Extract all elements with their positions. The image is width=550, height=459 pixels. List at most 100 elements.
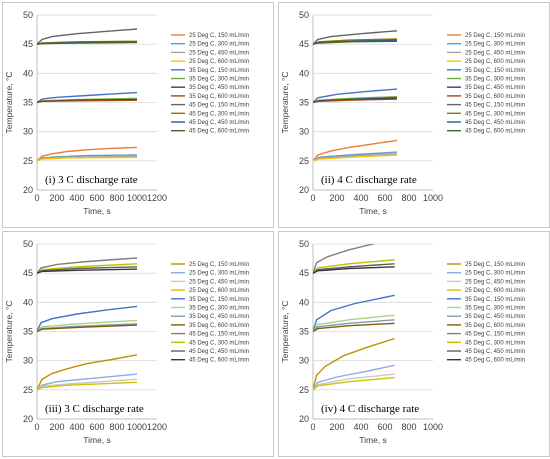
- legend-entry: 25 Deg C, 600 mL/min: [465, 59, 525, 65]
- legend-entry: 35 Deg C, 450 mL/min: [465, 85, 525, 91]
- y-tick-label: 20: [299, 185, 309, 195]
- legend-entry: 45 Deg C, 300 mL/min: [189, 340, 249, 346]
- series-line: [37, 381, 138, 391]
- legend-entry: 35 Deg C, 600 mL/min: [189, 323, 249, 329]
- y-tick-label: 35: [23, 98, 33, 108]
- series-line: [313, 244, 376, 274]
- legend-entry: 45 Deg C, 600 mL/min: [189, 358, 249, 364]
- y-tick-label: 40: [23, 68, 33, 78]
- legend-entry: 25 Deg C, 600 mL/min: [465, 288, 525, 294]
- series-line: [313, 314, 395, 332]
- legend-entry: 25 Deg C, 150 mL/min: [465, 262, 525, 268]
- series-line: [313, 266, 395, 274]
- chart-panel-3c-lower: 20 25 30 35 40 45 50 0 200 400 600 800 1000 1200 Time,…: [2, 231, 274, 457]
- y-tick-label: 35: [23, 327, 33, 337]
- y-tick-label: 30: [299, 127, 309, 137]
- series-line: [37, 156, 138, 162]
- x-tick-label: 400: [69, 193, 84, 203]
- legend-entry: 25 Deg C, 300 mL/min: [465, 271, 525, 277]
- y-tick-label: 40: [299, 297, 309, 307]
- x-axis-label: Time, s: [83, 206, 111, 216]
- series-line: [313, 154, 398, 162]
- legend-entry: 25 Deg C, 150 mL/min: [189, 262, 249, 268]
- series-line: [37, 305, 138, 332]
- y-tick-label: 35: [299, 98, 309, 108]
- y-tick-label: 20: [299, 414, 309, 424]
- legend-entry: 25 Deg C, 450 mL/min: [465, 279, 525, 285]
- x-tick-label: 0: [310, 422, 315, 432]
- legend-entry: 25 Deg C, 150 mL/min: [189, 33, 249, 39]
- y-tick-label: 30: [299, 356, 309, 366]
- y-tick-label: 30: [23, 127, 33, 137]
- y-tick-label: 45: [299, 39, 309, 49]
- x-tick-label: 200: [49, 193, 64, 203]
- y-tick-label: 25: [23, 156, 33, 166]
- y-tick-label: 40: [299, 68, 309, 78]
- y-tick-label: 20: [23, 414, 33, 424]
- legend-entry: 35 Deg C, 300 mL/min: [465, 306, 525, 312]
- y-tick-label: 25: [299, 385, 309, 395]
- x-tick-label: 1200: [147, 422, 167, 432]
- legend-entry: 25 Deg C, 300 mL/min: [465, 42, 525, 48]
- legend-entry: 25 Deg C, 600 mL/min: [189, 59, 249, 65]
- legend-entry: 35 Deg C, 450 mL/min: [189, 314, 249, 320]
- legend-entry: 45 Deg C, 450 mL/min: [465, 120, 525, 126]
- legend-entry: 35 Deg C, 150 mL/min: [465, 68, 525, 74]
- panel-caption: (iii) 3 C discharge rate: [45, 403, 144, 415]
- y-tick-label: 45: [23, 39, 33, 49]
- x-tick-label: 800: [401, 193, 416, 203]
- legend-entry: 25 Deg C, 450 mL/min: [465, 50, 525, 56]
- series-line: [313, 98, 398, 104]
- series-line: [37, 268, 138, 274]
- y-tick-label: 30: [23, 356, 33, 366]
- series-line: [37, 99, 138, 104]
- series-line: [313, 376, 395, 391]
- x-tick-label: 400: [353, 193, 368, 203]
- y-tick-label: 45: [299, 268, 309, 278]
- series-line: [313, 88, 398, 104]
- y-tick-label: 45: [23, 268, 33, 278]
- legend-entry: 35 Deg C, 150 mL/min: [189, 68, 249, 74]
- panel-caption: (iv) 4 C discharge rate: [321, 403, 419, 415]
- y-axis-label: Temperature, °C: [4, 72, 14, 134]
- x-tick-label: 0: [310, 193, 315, 203]
- x-tick-label: 600: [377, 422, 392, 432]
- legend-entry: 45 Deg C, 450 mL/min: [465, 349, 525, 355]
- legend-entry: 25 Deg C, 600 mL/min: [189, 288, 249, 294]
- x-tick-label: 1000: [423, 422, 443, 432]
- y-axis-label: Temperature, °C: [4, 301, 14, 363]
- legend-entry: 35 Deg C, 600 mL/min: [465, 94, 525, 100]
- legend-entry: 45 Deg C, 300 mL/min: [465, 111, 525, 117]
- legend-entry: 45 Deg C, 600 mL/min: [465, 358, 525, 364]
- series-line: [37, 257, 138, 274]
- y-axis-label: Temperature, °C: [280, 301, 290, 363]
- legend-entry: 45 Deg C, 450 mL/min: [189, 120, 249, 126]
- series-line: [37, 354, 138, 391]
- x-tick-label: 1000: [127, 422, 147, 432]
- x-axis-label: Time, s: [359, 435, 387, 445]
- legend-entry: 25 Deg C, 300 mL/min: [189, 271, 249, 277]
- x-tick-label: 400: [69, 422, 84, 432]
- y-tick-label: 20: [23, 185, 33, 195]
- x-tick-label: 1000: [423, 193, 443, 203]
- y-tick-label: 35: [299, 327, 309, 337]
- x-axis-label: Time, s: [359, 206, 387, 216]
- series-line: [313, 337, 395, 390]
- x-tick-label: 200: [49, 422, 64, 432]
- line-chart-svg: 20 25 30 35 40 45 50 0 200 400 600 800 1000 Time, s Te…: [280, 239, 525, 445]
- legend-entry: 25 Deg C, 150 mL/min: [465, 33, 525, 39]
- series-line: [37, 319, 138, 333]
- x-tick-label: 200: [329, 422, 344, 432]
- series-line: [37, 91, 138, 104]
- legend-entry: 25 Deg C, 300 mL/min: [189, 42, 249, 48]
- chart-panel-4c-upper: 20 25 30 35 40 45 50 0 200 400 600 800 1000 Time, s Te…: [278, 2, 550, 228]
- legend-entry: 35 Deg C, 600 mL/min: [189, 94, 249, 100]
- x-tick-label: 600: [89, 193, 104, 203]
- y-tick-label: 50: [299, 10, 309, 20]
- panel-caption: (ii) 4 C discharge rate: [321, 174, 417, 186]
- chart-panel-3c-upper: 20 25 30 35 40 45 50 0 200 400 600 800 1000 1200 Time,…: [2, 2, 274, 228]
- series-line: [37, 28, 138, 45]
- legend-entry: 35 Deg C, 450 mL/min: [189, 85, 249, 91]
- y-tick-label: 50: [23, 239, 33, 249]
- y-tick-label: 50: [23, 10, 33, 20]
